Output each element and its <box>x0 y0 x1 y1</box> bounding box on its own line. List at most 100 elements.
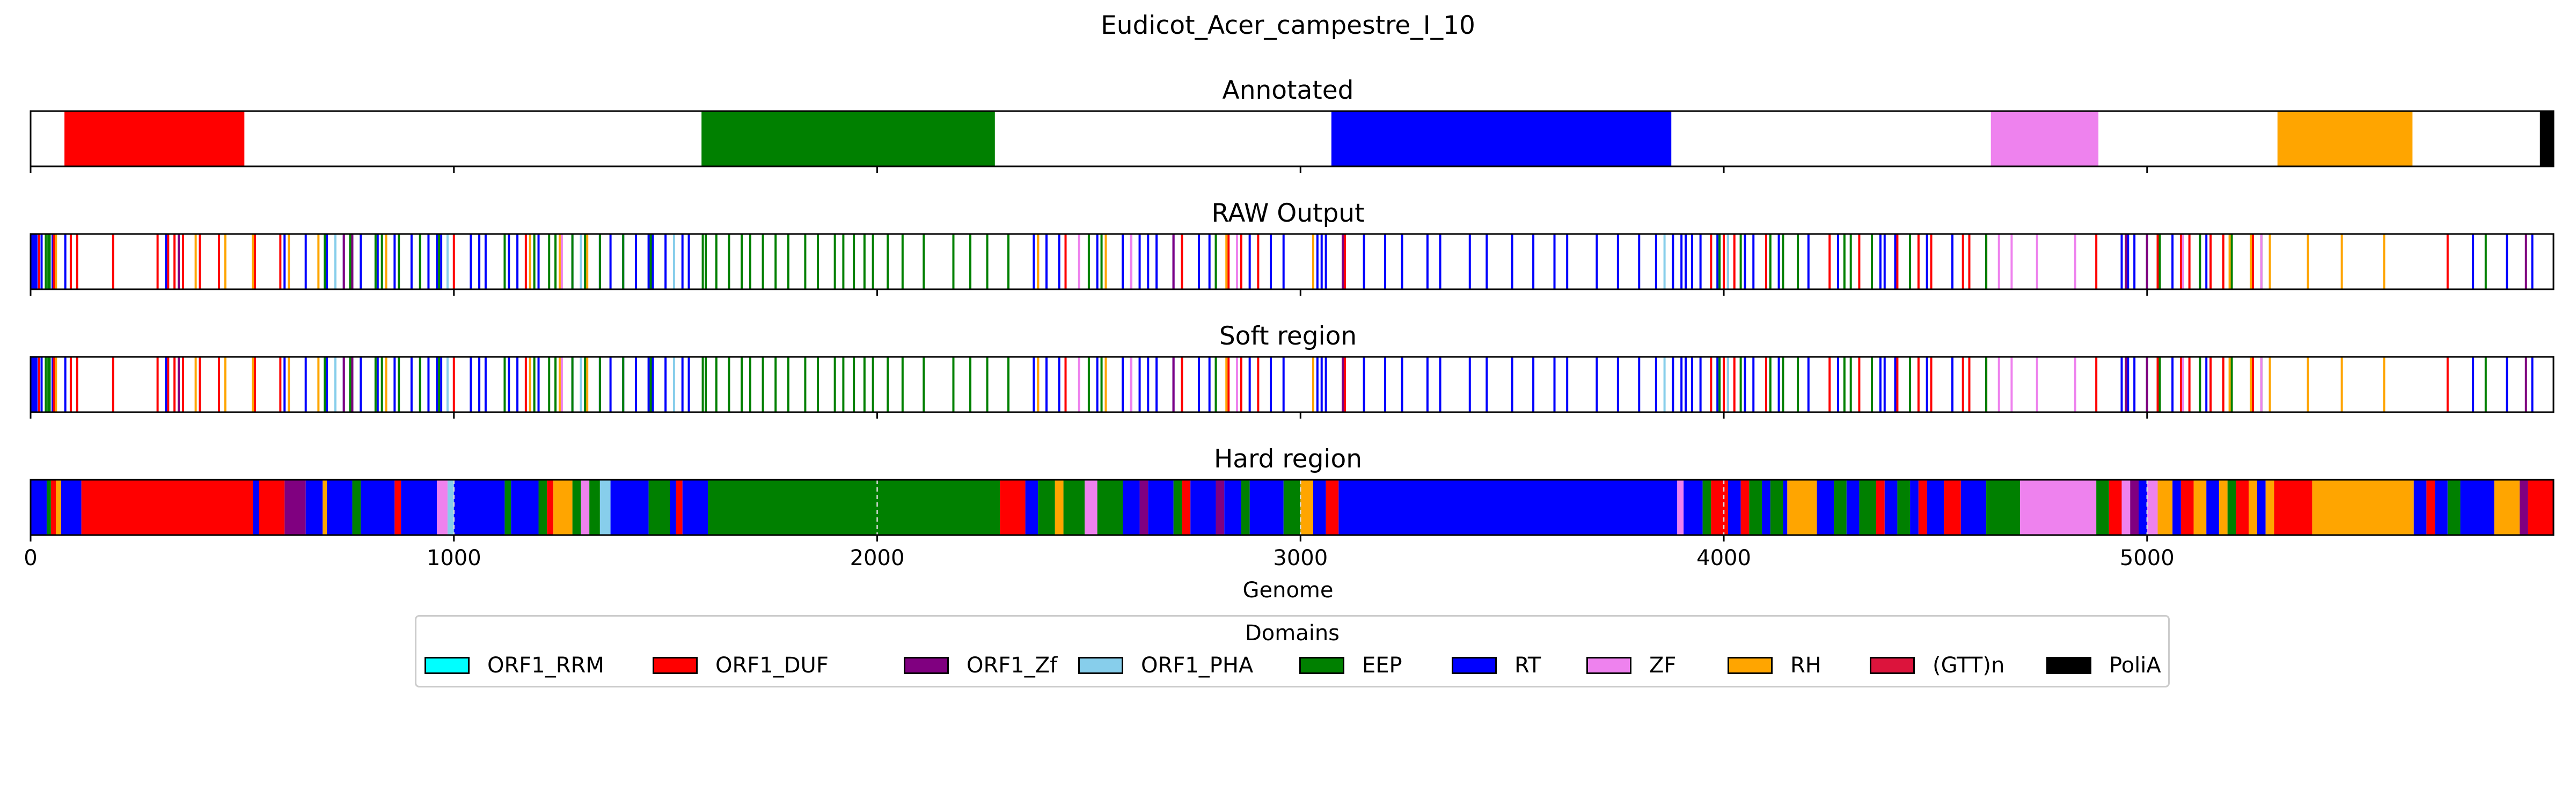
span-rt <box>31 480 47 535</box>
span-rt <box>61 480 82 535</box>
panel-title-annotated: Annotated <box>1223 76 1354 105</box>
legend-swatch <box>425 657 470 674</box>
legend-item-zf: ZF <box>1586 652 1676 679</box>
span-orf1-pha <box>599 480 611 535</box>
legend-label: PoliA <box>2109 653 2161 678</box>
panel-frame <box>30 233 2555 290</box>
span-rt <box>1684 480 1703 535</box>
legend-swatch <box>1078 657 1123 674</box>
span-orf1-duf <box>2109 480 2122 535</box>
legend-label: (GTT)n <box>1933 653 2005 678</box>
span-polia <box>2540 111 2553 166</box>
span-orf1-duf <box>1711 480 1728 535</box>
span-orf1-duf <box>1876 480 1885 535</box>
span-orf1-duf <box>259 480 285 535</box>
span-zf <box>2147 480 2158 535</box>
span-rt <box>2172 480 2181 535</box>
span-zf <box>1677 480 1684 535</box>
span-rh <box>2494 480 2520 535</box>
legend-label: ORF1_RRM <box>487 653 604 678</box>
span-zf <box>2121 480 2131 535</box>
span-eep <box>572 480 581 535</box>
span-rt <box>401 480 437 535</box>
span-eep <box>2227 480 2236 535</box>
span-rt <box>1927 480 1944 535</box>
span-eep <box>648 480 670 535</box>
legend-swatch <box>904 657 949 674</box>
span-rh <box>1055 480 1064 535</box>
span-orf1-duf <box>81 480 253 535</box>
span-eep <box>352 480 361 535</box>
span-orf1-duf <box>1918 480 1927 535</box>
legend-label: RH <box>1790 653 1821 678</box>
span-orf1-zf <box>1216 480 1225 535</box>
legend-item-eep: EEP <box>1299 652 1402 679</box>
span-rh <box>2277 111 2413 166</box>
span-zf <box>581 480 590 535</box>
legend-swatch <box>653 657 698 674</box>
span-rt <box>1313 480 1326 535</box>
span-eep <box>1063 480 1085 535</box>
span-rh <box>2193 480 2207 535</box>
span-rt <box>1884 480 1898 535</box>
legend-item-rt: RT <box>1452 652 1541 679</box>
span-rt <box>253 480 259 535</box>
legend-item-orf1-duf: ORF1_DUF <box>653 652 829 679</box>
panel-title-raw-output: RAW Output <box>1211 199 1364 228</box>
span-rt <box>1148 480 1174 535</box>
span-orf1-duf <box>2528 480 2553 535</box>
x-tick-label: 1000 <box>427 546 481 570</box>
span-orf1-duf <box>2236 480 2249 535</box>
span-orf1-duf <box>1944 480 1961 535</box>
legend-item-gtt-n: (GTT)n <box>1870 652 2004 679</box>
legend-label: EEP <box>1362 653 1402 678</box>
span-rt <box>327 480 353 535</box>
span-rt <box>682 480 708 535</box>
span-rt <box>670 480 676 535</box>
span-rh <box>1787 480 1817 535</box>
span-orf1-duf <box>394 480 401 535</box>
span-orf1-zf <box>2130 480 2139 535</box>
panels-group: Annotated RAW Output Soft region Hard regio… <box>30 76 2555 541</box>
panel-annotated: Annotated <box>30 76 2555 173</box>
span-eep <box>504 480 511 535</box>
panel-soft-region: Soft region <box>30 321 2555 419</box>
span-orf1-duf <box>50 480 56 535</box>
span-rt <box>1817 480 1834 535</box>
span-eep <box>589 480 600 535</box>
legend-title: Domains <box>1245 621 1340 646</box>
span-rt <box>305 480 323 535</box>
span-rh <box>2157 480 2173 535</box>
legend-label: ORF1_PHA <box>1141 653 1254 678</box>
legend-label: ZF <box>1649 653 1677 678</box>
span-orf1-pha <box>447 480 454 535</box>
span-eep <box>1702 480 1711 535</box>
panel-background <box>31 111 2553 166</box>
span-rt <box>1249 480 1284 535</box>
legend-item-orf1-pha: ORF1_PHA <box>1078 652 1253 679</box>
panel-frame <box>30 479 2555 536</box>
span-rt <box>1190 480 1216 535</box>
span-rh <box>1300 480 1313 535</box>
span-eep <box>2096 480 2109 535</box>
figure-title: Eudicot_Acer_campestre_I_10 <box>1101 11 1475 40</box>
legend-swatch <box>1870 657 1915 674</box>
span-orf1-duf <box>1326 480 1339 535</box>
span-rt <box>610 480 649 535</box>
span-rt <box>2413 480 2427 535</box>
span-eep <box>1859 480 1876 535</box>
panel-frame <box>30 356 2555 413</box>
span-rh <box>323 480 327 535</box>
legend-item-orf1-rrm: ORF1_RRM <box>425 652 604 679</box>
legend-item-orf1-zf: ORF1_Zf <box>904 652 1057 679</box>
x-tick-label: 2000 <box>850 546 905 570</box>
span-eep <box>701 111 995 166</box>
span-eep <box>1770 480 1783 535</box>
legend: Domains ORF1_RRM ORF1_DUF ORF1_Zf ORF1_PHA E… <box>415 615 2170 687</box>
x-axis-label: Genome <box>1242 578 1333 603</box>
span-rh <box>2249 480 2257 535</box>
span-orf1-zf <box>1139 480 1148 535</box>
span-rt <box>511 480 539 535</box>
span-eep <box>1097 480 1123 535</box>
span-rt <box>1728 480 1741 535</box>
